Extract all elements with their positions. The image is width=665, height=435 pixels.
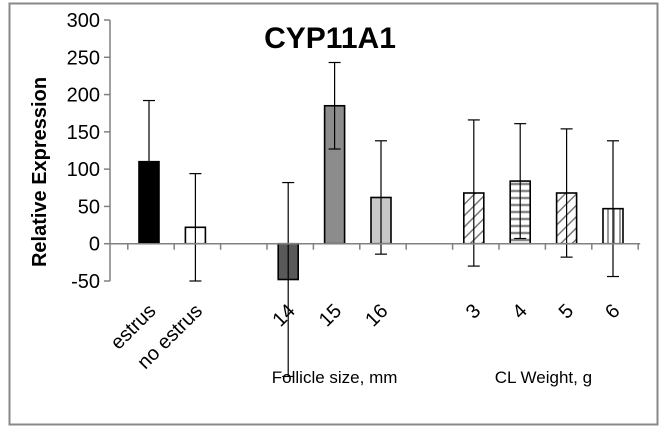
y-tick-label: 150 xyxy=(67,122,100,144)
bars xyxy=(138,104,624,281)
y-tick-label: 0 xyxy=(89,234,100,256)
y-tick-label: 250 xyxy=(67,47,100,69)
x-axis xyxy=(110,242,641,250)
y-tick-label: 50 xyxy=(78,196,100,218)
y-tick-label: 200 xyxy=(67,85,100,107)
group-label: Follicle size, mm xyxy=(272,368,398,387)
chart-title: CYP11A1 xyxy=(264,22,396,55)
y-tick-label: -50 xyxy=(71,271,100,293)
group-label: CL Weight, g xyxy=(495,368,592,387)
y-axis: -50 0 50 100 150 200 250 300 xyxy=(67,10,111,293)
y-tick-label: 100 xyxy=(67,159,100,181)
y-tick-label: 300 xyxy=(67,10,100,32)
error-bars xyxy=(143,61,619,378)
y-axis-label: Relative Expression xyxy=(29,77,51,267)
